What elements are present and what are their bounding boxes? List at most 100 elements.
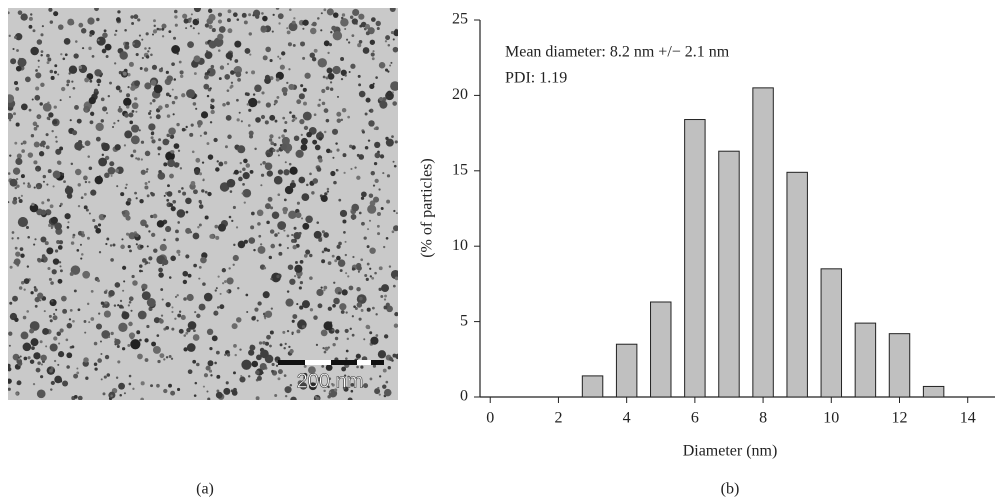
particle: [376, 224, 380, 228]
particle: [195, 107, 198, 110]
particle: [321, 101, 326, 106]
particle: [210, 104, 215, 110]
particle: [328, 43, 332, 47]
y-tick-label: 25: [452, 11, 468, 28]
particle: [156, 220, 165, 228]
particle: [221, 268, 227, 273]
particle: [122, 265, 127, 270]
particle: [157, 172, 166, 180]
particle: [176, 122, 180, 127]
particle: [299, 260, 304, 264]
particle: [349, 15, 354, 19]
particle: [150, 214, 154, 219]
particle: [148, 256, 153, 261]
particle: [59, 265, 62, 268]
particle: [148, 230, 151, 233]
particle: [253, 248, 256, 252]
particle: [336, 111, 342, 117]
particle: [364, 274, 368, 278]
particle: [248, 32, 252, 36]
particle: [361, 191, 367, 198]
particle: [150, 136, 154, 140]
particle: [53, 313, 56, 316]
particle: [133, 14, 139, 20]
particle: [163, 358, 166, 361]
particle: [134, 191, 137, 195]
particle: [390, 81, 398, 91]
particle: [8, 344, 11, 347]
particle: [292, 43, 296, 47]
particle: [165, 70, 169, 74]
particle: [327, 261, 332, 265]
particle: [294, 264, 303, 273]
particle: [144, 338, 149, 343]
particle: [62, 308, 68, 314]
particle: [153, 248, 158, 253]
particle: [204, 23, 210, 28]
particle: [152, 345, 161, 354]
particle: [266, 220, 270, 225]
particle: [293, 275, 297, 278]
particle: [198, 303, 206, 311]
particle: [368, 219, 372, 222]
particle: [127, 197, 132, 203]
particle: [359, 24, 363, 28]
particle: [347, 115, 351, 119]
particle: [187, 369, 193, 375]
particle: [225, 381, 229, 385]
particle: [10, 58, 17, 65]
particle: [27, 182, 30, 185]
particle: [298, 93, 305, 100]
particle: [340, 310, 345, 314]
particle: [358, 211, 362, 215]
particle: [282, 330, 286, 334]
particle: [174, 317, 177, 320]
particle: [291, 180, 295, 184]
particle: [277, 377, 281, 381]
particle: [161, 23, 167, 29]
particle: [50, 225, 54, 228]
particle: [291, 114, 296, 119]
particle: [375, 334, 379, 337]
particle: [127, 343, 131, 347]
particle: [375, 20, 381, 27]
particle: [263, 266, 267, 270]
particle: [219, 65, 225, 70]
particle: [331, 25, 337, 31]
particle: [158, 169, 162, 174]
particle: [240, 120, 243, 123]
particle: [241, 12, 247, 18]
particle: [193, 55, 201, 63]
particle: [160, 67, 163, 70]
particle: [194, 310, 197, 314]
particle: [246, 310, 249, 314]
particle: [88, 212, 91, 215]
particle: [206, 94, 210, 98]
particle: [177, 387, 181, 392]
particle: [238, 176, 243, 182]
particle: [306, 183, 309, 187]
particle: [158, 28, 162, 31]
particle: [84, 109, 88, 113]
particle: [193, 329, 196, 333]
particle: [20, 174, 25, 179]
particle: [22, 342, 32, 352]
particle: [13, 80, 19, 86]
particle: [198, 199, 202, 204]
particle: [369, 331, 373, 335]
particle: [345, 272, 348, 275]
particle: [139, 338, 142, 342]
particle: [277, 221, 287, 230]
particle: [20, 194, 23, 197]
annotation: Mean diameter: 8.2 nm +/− 2.1 nm: [505, 44, 730, 61]
particle: [282, 116, 286, 120]
particle: [37, 59, 40, 62]
particle: [36, 168, 39, 171]
particle: [20, 142, 24, 145]
particle: [88, 180, 91, 184]
particle: [206, 67, 216, 77]
particle: [356, 286, 361, 292]
particle: [391, 230, 395, 234]
particle: [260, 349, 269, 359]
particle: [186, 293, 194, 302]
